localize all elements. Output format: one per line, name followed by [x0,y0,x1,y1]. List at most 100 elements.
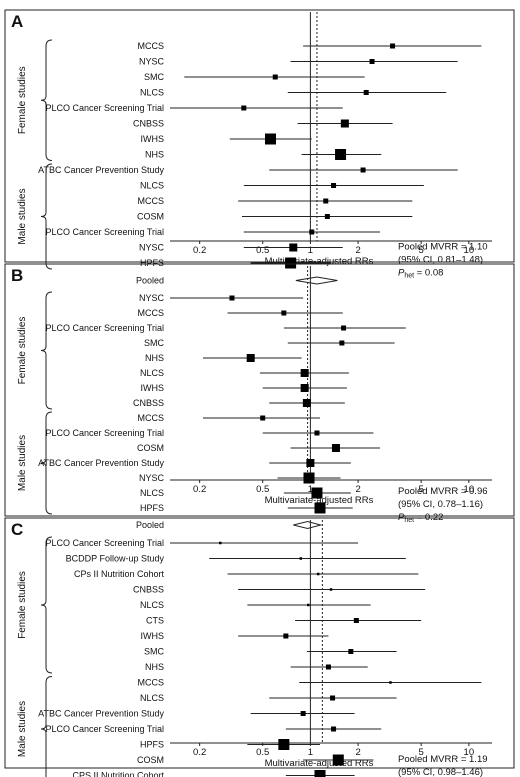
point-estimate-marker [309,229,315,235]
study-label: HPFS [140,740,164,750]
point-estimate-marker [314,502,326,514]
point-estimate-marker [285,257,297,269]
study-label: ATBC Cancer Prevention Study [38,709,164,719]
x-axis-label: Multivariate-adjusted RRs [265,256,374,267]
study-label: CNBSS [133,585,164,595]
study-label: NHS [145,150,164,160]
pooled-mvrr-text: Pooled MVRR = 1.19 [398,754,488,765]
x-tick-label: 5 [418,747,423,758]
study-label: HPFS [140,503,164,513]
point-estimate-marker [281,310,287,316]
point-estimate-marker [278,739,290,750]
study-label: ATBC Cancer Prevention Study [38,458,164,468]
study-label: CTS [146,616,164,626]
x-axis-label: Multivariate-adjusted RRs [265,758,374,769]
x-tick-label: 10 [464,484,475,495]
point-estimate-marker [299,557,303,560]
group-label: Female studies [17,571,28,639]
group-label: Female studies [17,317,28,385]
x-tick-label: 0.5 [256,747,269,758]
group-bracket [40,411,53,515]
x-tick-label: 2 [355,484,360,495]
x-tick-label: 10 [464,747,475,758]
x-tick-label: 2 [355,747,360,758]
point-estimate-marker [339,340,345,346]
panel-letter: C [11,520,23,539]
study-label: COSM [137,212,164,222]
study-label: MCCS [138,413,165,423]
panel-frame [4,263,515,517]
group-label: Female studies [17,66,28,134]
group-bracket [40,163,53,270]
x-tick-label: 1 [308,245,313,256]
point-estimate-marker [306,459,315,467]
panel-frame [4,9,515,263]
study-label: PLCO Cancer Screening Trial [45,724,164,734]
study-label: NLCS [140,368,164,378]
study-label: NHS [145,353,164,363]
point-estimate-marker [246,354,255,362]
study-label: SMC [144,72,165,82]
study-label: NLCS [140,693,164,703]
point-estimate-marker [316,572,320,576]
point-estimate-marker [390,43,396,49]
point-estimate-marker [300,369,309,377]
group-label: Male studies [17,701,28,757]
study-label: IWHS [141,383,165,393]
point-estimate-marker [389,681,392,684]
x-tick-label: 1 [308,484,313,495]
study-label: NLCS [140,181,164,191]
point-estimate-marker [314,430,320,436]
x-tick-label: 0.5 [256,484,269,495]
study-label: CPS II Nutrition Cohort [72,771,164,777]
x-tick-label: 10 [464,245,475,256]
pooled-ci-text: (95% CI, 0.81–1.48) [398,255,483,266]
study-label: MCCS [138,678,165,688]
point-estimate-marker [329,588,333,591]
pooled-ci-text: (95% CI, 0.78–1.16) [398,499,483,510]
point-estimate-marker [335,149,347,160]
study-label: IWHS [141,134,165,144]
p-heterogeneity-text: Phet = 0.08 [398,268,443,280]
study-label: IWHS [141,631,165,641]
pooled-mvrr-text: Pooled MVRR = 0.96 [398,486,488,497]
study-label: MCCS [138,308,165,318]
study-label: NYSC [139,473,165,483]
point-estimate-marker [307,603,310,607]
study-label: MCCS [138,196,165,206]
pooled-label: Pooled [136,520,164,530]
x-axis-label: Multivariate-adjusted RRs [265,495,374,506]
x-tick-label: 0.2 [193,484,206,495]
forest-panel-A: A 0.2 0.5 1 2 5 10 Multivariate-adjusted RRs MCC… [4,9,515,286]
study-label: SMC [144,647,165,657]
study-label: NLCS [140,88,164,98]
point-estimate-marker [303,472,315,484]
study-label: NYSC [139,243,165,253]
forest-panel-B: B 0.2 0.5 1 2 5 10 Multivariate-adjusted RRs NYS… [4,263,515,530]
point-estimate-marker [302,399,311,407]
study-label: SMC [144,338,165,348]
study-label: PLCO Cancer Screening Trial [45,538,164,548]
point-estimate-marker [241,105,247,111]
point-estimate-marker [323,198,329,204]
study-label: COSM [137,443,164,453]
point-estimate-marker [314,770,326,777]
point-estimate-marker [330,695,336,701]
x-tick-label: 0.2 [193,747,206,758]
group-label: Male studies [17,435,28,491]
point-estimate-marker [331,726,337,732]
point-estimate-marker [300,711,306,716]
pooled-diamond [293,520,323,530]
point-estimate-marker [219,541,222,545]
point-estimate-marker [348,649,354,654]
x-tick-label: 5 [418,245,423,256]
forest-panel-C: C 0.2 0.5 1 2 5 10 Multivariate-adjusted RRs PLC… [4,517,515,777]
point-estimate-marker [369,59,375,64]
pooled-label: Pooled [136,276,164,286]
study-label: NYSC [139,293,165,303]
x-tick-label: 0.5 [256,245,269,256]
point-estimate-marker [353,618,359,623]
point-estimate-marker [311,487,323,499]
study-label: NYSC [139,57,165,67]
